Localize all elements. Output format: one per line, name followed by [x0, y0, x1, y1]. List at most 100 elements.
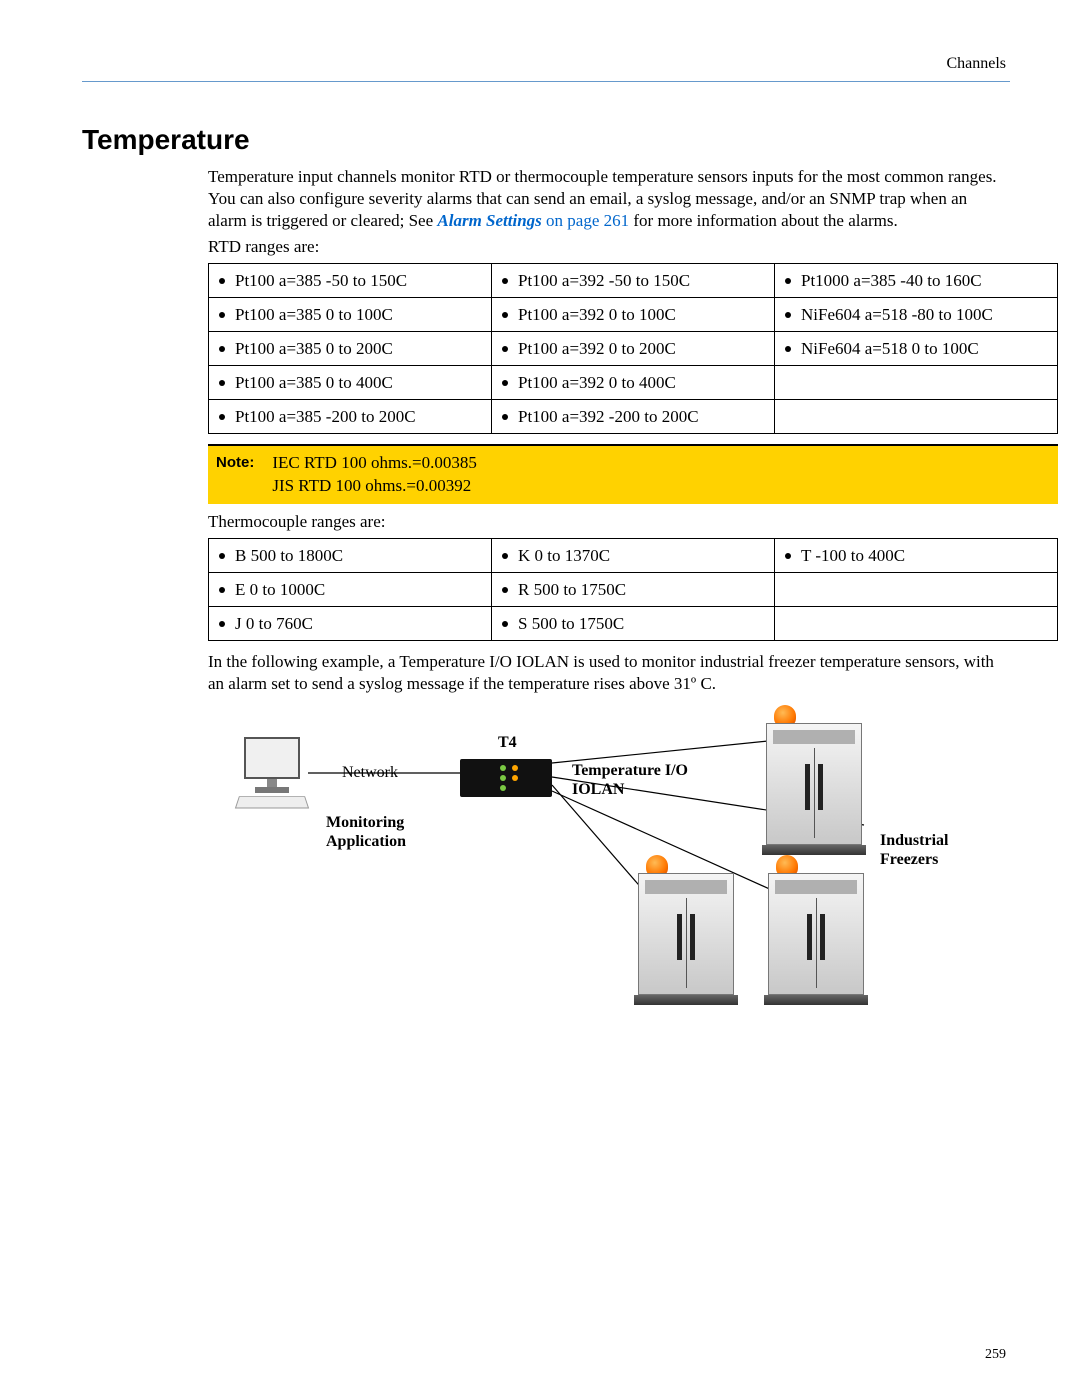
- table-cell: S 500 to 1750C: [492, 607, 775, 641]
- note-line1: IEC RTD 100 ohms.=0.00385: [272, 453, 477, 472]
- t4-label: T4: [498, 733, 517, 752]
- page-number: 259: [985, 1347, 1006, 1363]
- table-cell: NiFe604 a=518 -80 to 100C: [775, 298, 1058, 332]
- bullet-icon: [785, 278, 791, 284]
- table-cell: [775, 573, 1058, 607]
- table-cell: Pt100 a=385 -50 to 150C: [209, 264, 492, 298]
- range-value: Pt100 a=385 0 to 200C: [235, 339, 393, 359]
- table-cell: Pt100 a=392 0 to 400C: [492, 366, 775, 400]
- table-row: E 0 to 1000C R 500 to 1750C: [209, 573, 1058, 607]
- bullet-icon: [502, 278, 508, 284]
- monitor-icon: [236, 737, 308, 811]
- bullet-icon: [785, 346, 791, 352]
- range-value: Pt100 a=392 0 to 400C: [518, 373, 676, 393]
- range-value: E 0 to 1000C: [235, 580, 325, 600]
- bullet-icon: [219, 312, 225, 318]
- bullet-icon: [219, 621, 225, 627]
- table-cell: R 500 to 1750C: [492, 573, 775, 607]
- bullet-icon: [502, 312, 508, 318]
- note-label: Note:: [216, 452, 254, 471]
- page-title: Temperature: [82, 124, 1010, 156]
- table-cell: J 0 to 760C: [209, 607, 492, 641]
- table-cell: B 500 to 1800C: [209, 539, 492, 573]
- note-box: Note: IEC RTD 100 ohms.=0.00385 JIS RTD …: [208, 444, 1058, 504]
- bullet-icon: [502, 621, 508, 627]
- table-row: Pt100 a=385 -200 to 200C Pt100 a=392 -200…: [209, 400, 1058, 434]
- bullet-icon: [219, 380, 225, 386]
- bullet-icon: [219, 414, 225, 420]
- table-row: J 0 to 760C S 500 to 1750C: [209, 607, 1058, 641]
- range-value: Pt100 a=392 0 to 200C: [518, 339, 676, 359]
- alarm-settings-page: on page 261: [546, 211, 629, 230]
- monitoring-app-label: MonitoringApplication: [326, 813, 406, 851]
- bullet-icon: [785, 312, 791, 318]
- table-cell: Pt100 a=392 0 to 200C: [492, 332, 775, 366]
- intro-text-after: for more information about the alarms.: [629, 211, 898, 230]
- range-value: Pt100 a=385 0 to 100C: [235, 305, 393, 325]
- range-value: Pt100 a=392 -50 to 150C: [518, 271, 690, 291]
- bullet-icon: [502, 587, 508, 593]
- range-value: Pt100 a=392 -200 to 200C: [518, 407, 699, 427]
- bullet-icon: [502, 553, 508, 559]
- range-value: J 0 to 760C: [235, 614, 313, 634]
- table-cell: E 0 to 1000C: [209, 573, 492, 607]
- table-row: Pt100 a=385 -50 to 150C Pt100 a=392 -50 t…: [209, 264, 1058, 298]
- range-value: T -100 to 400C: [801, 546, 905, 566]
- range-value: Pt100 a=385 0 to 400C: [235, 373, 393, 393]
- range-value: Pt100 a=385 -200 to 200C: [235, 407, 416, 427]
- bullet-icon: [502, 414, 508, 420]
- range-value: Pt100 a=392 0 to 100C: [518, 305, 676, 325]
- table-cell: Pt1000 a=385 -40 to 160C: [775, 264, 1058, 298]
- freezer-icon: [768, 855, 864, 1005]
- table-cell: Pt100 a=392 -50 to 150C: [492, 264, 775, 298]
- header-section: Channels: [82, 55, 1010, 73]
- bullet-icon: [785, 553, 791, 559]
- table-row: Pt100 a=385 0 to 100C Pt100 a=392 0 to 10…: [209, 298, 1058, 332]
- table-cell: [775, 366, 1058, 400]
- table-row: Pt100 a=385 0 to 400C Pt100 a=392 0 to 40…: [209, 366, 1058, 400]
- industrial-freezers-label: IndustrialFreezers: [880, 831, 948, 869]
- rtd-table: Pt100 a=385 -50 to 150C Pt100 a=392 -50 t…: [208, 263, 1058, 434]
- range-value: Pt100 a=385 -50 to 150C: [235, 271, 407, 291]
- note-line2: JIS RTD 100 ohms.=0.00392: [272, 476, 471, 495]
- bullet-icon: [502, 380, 508, 386]
- table-cell: Pt100 a=392 0 to 100C: [492, 298, 775, 332]
- table-cell: Pt100 a=385 -200 to 200C: [209, 400, 492, 434]
- table-cell: K 0 to 1370C: [492, 539, 775, 573]
- table-row: Pt100 a=385 0 to 200C Pt100 a=392 0 to 20…: [209, 332, 1058, 366]
- range-value: NiFe604 a=518 0 to 100C: [801, 339, 979, 359]
- freezer-icon: [638, 855, 734, 1005]
- intro-paragraph: Temperature input channels monitor RTD o…: [82, 166, 1010, 231]
- bullet-icon: [502, 346, 508, 352]
- freezer-icon: [766, 705, 862, 855]
- table-cell: Pt100 a=385 0 to 100C: [209, 298, 492, 332]
- table-cell: Pt100 a=385 0 to 400C: [209, 366, 492, 400]
- temperature-io-label: Temperature I/OIOLAN: [572, 761, 752, 799]
- range-value: R 500 to 1750C: [518, 580, 626, 600]
- note-text: IEC RTD 100 ohms.=0.00385 JIS RTD 100 oh…: [272, 452, 477, 498]
- table-cell: T -100 to 400C: [775, 539, 1058, 573]
- table-cell: [775, 607, 1058, 641]
- table-cell: [775, 400, 1058, 434]
- range-value: NiFe604 a=518 -80 to 100C: [801, 305, 993, 325]
- alarm-settings-link[interactable]: Alarm Settings: [437, 211, 546, 230]
- example-paragraph: In the following example, a Temperature …: [82, 651, 1010, 695]
- range-value: S 500 to 1750C: [518, 614, 624, 634]
- thermo-label: Thermocouple ranges are:: [82, 512, 1010, 532]
- range-value: K 0 to 1370C: [518, 546, 610, 566]
- table-cell: Pt100 a=385 0 to 200C: [209, 332, 492, 366]
- table-row: B 500 to 1800C K 0 to 1370C T -100 to 400C: [209, 539, 1058, 573]
- network-label: Network: [342, 763, 398, 782]
- range-value: B 500 to 1800C: [235, 546, 343, 566]
- header-rule: [82, 81, 1010, 82]
- rtd-label: RTD ranges are:: [82, 237, 1010, 257]
- table-cell: NiFe604 a=518 0 to 100C: [775, 332, 1058, 366]
- iolan-device-icon: [460, 759, 552, 797]
- thermo-table: B 500 to 1800C K 0 to 1370C T -100 to 400C…: [208, 538, 1058, 641]
- range-value: Pt1000 a=385 -40 to 160C: [801, 271, 982, 291]
- bullet-icon: [219, 587, 225, 593]
- table-cell: Pt100 a=392 -200 to 200C: [492, 400, 775, 434]
- bullet-icon: [219, 346, 225, 352]
- bullet-icon: [219, 553, 225, 559]
- bullet-icon: [219, 278, 225, 284]
